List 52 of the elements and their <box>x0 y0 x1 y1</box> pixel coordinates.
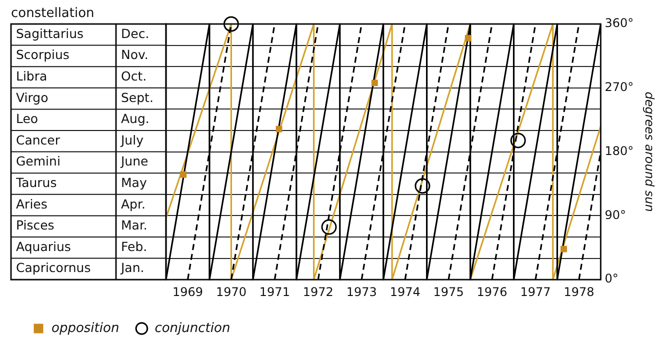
point <box>276 126 282 132</box>
y-tick-label: 90° <box>604 208 626 222</box>
point <box>180 171 187 178</box>
text: Aug. <box>121 111 150 126</box>
x-tick-label: 1971 <box>259 284 290 299</box>
text: constellation <box>11 6 94 21</box>
x-tick-label: 1973 <box>346 284 377 299</box>
point <box>414 178 430 194</box>
category-label: Pisces <box>16 218 54 233</box>
category-label: Leo <box>16 111 38 126</box>
text: Apr. <box>121 196 146 212</box>
x-tick-label: 1978 <box>564 284 594 299</box>
x-tick-label: 1969 <box>172 284 204 299</box>
y-axis-title: degrees around sun <box>642 92 657 212</box>
category-label: Gemini <box>16 154 60 169</box>
y-tick-label: 0° <box>604 272 618 286</box>
x-tick-label: 1974 <box>390 284 420 299</box>
category-label: Aries <box>16 196 48 212</box>
legend-label: opposition <box>52 320 120 336</box>
x-tick-label: 1972 <box>302 284 334 299</box>
text: May <box>121 175 148 190</box>
category-label: Virgo <box>16 90 48 105</box>
text: Nov. <box>121 47 148 62</box>
text: Feb. <box>121 238 148 254</box>
text: Mar. <box>121 218 148 233</box>
category-label: Aquarius <box>16 238 71 254</box>
category-label: Capricornus <box>16 260 91 276</box>
category-label: Libra <box>16 68 48 84</box>
x-tick-label: 1970 <box>216 284 246 299</box>
point <box>560 246 567 252</box>
text: Jan. <box>120 260 144 276</box>
point <box>464 34 472 42</box>
legend-label: conjunction <box>154 320 230 336</box>
text: Sept. <box>121 90 154 105</box>
y-tick-label: 270° <box>604 80 634 94</box>
point <box>223 16 239 32</box>
point <box>510 132 526 148</box>
text: Dec. <box>121 26 150 41</box>
x-tick-label: 1977 <box>520 284 551 299</box>
category-label: Sagittarius <box>16 26 84 41</box>
point <box>371 80 378 86</box>
x-tick-label: 1975 <box>433 284 464 299</box>
y-tick-label: 360° <box>604 16 634 30</box>
category-label: Taurus <box>16 175 57 190</box>
y-tick-label: 180° <box>604 144 634 158</box>
category-label: Scorpius <box>16 47 70 62</box>
x-tick-label: 1976 <box>476 284 508 299</box>
text: June <box>120 154 149 169</box>
category-label: Cancer <box>16 132 60 148</box>
text: Oct. <box>121 68 147 84</box>
text: July <box>120 132 144 148</box>
point <box>321 219 337 235</box>
